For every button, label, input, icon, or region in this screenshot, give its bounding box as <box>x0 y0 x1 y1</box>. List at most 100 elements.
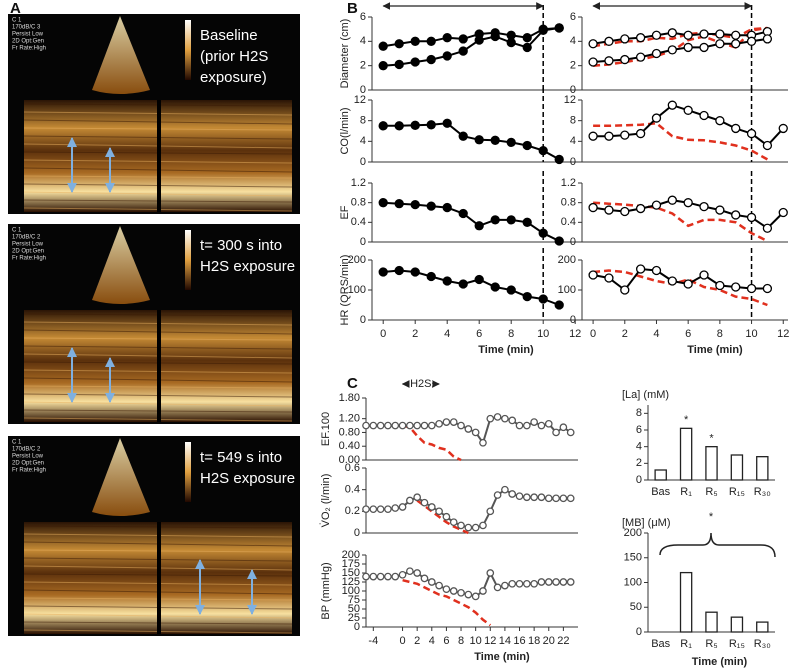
y-axis-label: EF <box>339 205 351 219</box>
y-tick-label: 0 <box>570 236 576 248</box>
echo-caption: (prior H2S <box>200 48 268 65</box>
echo-meta: Fr Rate:High <box>12 256 46 262</box>
x-tick-label: 8 <box>508 328 514 340</box>
data-point <box>384 572 392 581</box>
y-tick-label: 150 <box>342 567 360 579</box>
x-tick-label: R₃₀ <box>754 638 771 650</box>
data-point <box>522 493 531 502</box>
y-tick-label: 4 <box>570 35 576 47</box>
span-label: H2S <box>410 378 431 390</box>
x-tick-label: 4 <box>653 328 659 340</box>
data-point <box>635 128 646 139</box>
data-point <box>683 198 693 208</box>
data-point <box>413 493 422 502</box>
echo-meta: C 1 <box>12 440 22 446</box>
data-point <box>554 300 564 310</box>
y-tick-label: 0.4 <box>351 216 366 228</box>
data-point <box>378 267 388 277</box>
data-point <box>762 34 773 44</box>
y-tick-label: 6 <box>636 424 642 436</box>
x-tick-label: 2 <box>412 328 418 340</box>
x-tick-label: R₅ <box>705 638 717 650</box>
data-point <box>420 421 429 430</box>
data-point <box>554 154 564 165</box>
data-point <box>762 140 773 151</box>
x-tick-label: 4 <box>429 635 435 647</box>
echo-caption: t= 300 s into <box>200 237 282 254</box>
data-point <box>394 59 404 70</box>
echo-fan <box>92 16 150 94</box>
data-point <box>746 128 757 139</box>
bar <box>679 571 693 633</box>
y-tick-label: 0 <box>360 236 366 248</box>
x-tick-label: 8 <box>458 635 464 647</box>
data-point <box>394 265 404 276</box>
data-point <box>410 36 420 46</box>
data-point <box>474 274 484 285</box>
y-axis-label: EF.100 <box>320 412 332 446</box>
data-point <box>552 494 560 503</box>
echo-caption: H2S exposure <box>200 470 295 487</box>
x-tick-label: Bas <box>651 486 670 498</box>
data-point <box>746 212 757 223</box>
data-point <box>493 491 502 499</box>
echo-meta: 170dB/C 3 <box>12 25 41 31</box>
significance-mark: * <box>709 511 714 523</box>
bar <box>730 616 744 633</box>
data-point <box>683 105 693 115</box>
data-point <box>515 421 524 430</box>
data-point <box>667 28 677 38</box>
bar <box>730 454 744 481</box>
y-tick-label: 175 <box>342 558 360 570</box>
y-axis-label: CO(l/min) <box>339 107 351 154</box>
echo-scale <box>185 442 191 502</box>
data-point <box>410 267 420 277</box>
data-point <box>620 206 630 217</box>
data-point <box>544 494 553 503</box>
x-tick-label: 2 <box>622 328 628 340</box>
data-point <box>362 572 370 581</box>
m-mode-divider <box>157 310 161 422</box>
y-tick-label: 50 <box>630 601 642 613</box>
echo-meta: 2D Opt:Gen <box>12 39 44 45</box>
reference-line <box>402 578 492 627</box>
x-tick-label: 18 <box>528 635 540 647</box>
echo-meta: Fr Rate:High <box>12 46 46 52</box>
data-point <box>362 505 370 514</box>
x-tick-label: 16 <box>513 635 525 647</box>
data-point <box>378 121 388 131</box>
data-point <box>715 280 725 291</box>
y-tick-label: 150 <box>624 552 642 564</box>
data-point <box>620 285 630 295</box>
data-point <box>442 202 452 213</box>
data-point <box>427 421 436 430</box>
data-point <box>501 581 509 590</box>
echo-meta: Persist Low <box>12 242 44 248</box>
y-tick-label: 125 <box>342 576 360 588</box>
y-tick-label: 0.8 <box>561 197 576 209</box>
data-point <box>464 425 473 433</box>
x-tick-label: 12 <box>569 328 581 340</box>
y-tick-label: 0.80 <box>339 426 360 438</box>
data-point <box>715 116 725 126</box>
echo-caption: exposure) <box>200 69 267 86</box>
data-point <box>426 271 436 282</box>
x-tick-label: 12 <box>484 635 496 647</box>
y-tick-label: 0 <box>354 527 360 539</box>
data-point <box>449 518 458 527</box>
y-tick-label: 0.2 <box>345 505 360 517</box>
echo-meta: 170dB/C 2 <box>12 447 41 453</box>
data-point <box>604 205 614 215</box>
data-point <box>426 54 436 65</box>
data-point <box>394 39 404 49</box>
data-point <box>508 579 517 588</box>
data-point <box>426 201 436 211</box>
y-axis-label: BP (mmHg) <box>320 562 332 619</box>
x-tick-label: R₁₅ <box>729 486 745 498</box>
data-point <box>667 195 677 205</box>
data-point <box>391 504 400 512</box>
data-point <box>406 421 414 430</box>
y-tick-label: 0 <box>570 84 576 96</box>
y-tick-label: 2 <box>636 457 642 469</box>
data-point <box>667 100 677 110</box>
